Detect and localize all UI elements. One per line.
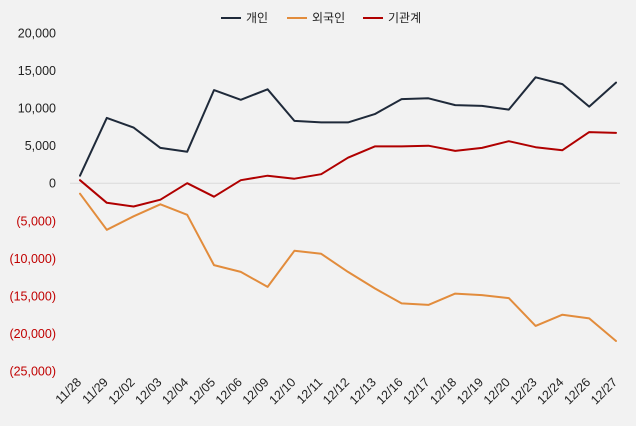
x-tick-label: 12/09 [240,375,272,407]
legend-label-1: 외국인 [312,11,345,25]
x-tick-label: 12/05 [186,375,218,407]
x-tick-label: 12/04 [159,375,191,407]
x-tick-label: 12/20 [481,375,513,407]
x-tick-label: 11/28 [53,375,84,406]
y-tick-label: 15,000 [18,64,56,78]
y-tick-label: (15,000) [9,289,56,303]
y-tick-label: (20,000) [9,327,56,341]
x-tick-label: 12/12 [320,375,352,407]
x-tick-label: 12/06 [213,375,245,407]
x-tick-label: 12/16 [374,375,406,407]
x-tick-label: 12/18 [427,375,459,407]
x-tick-label: 12/17 [401,375,433,407]
x-tick-label: 12/02 [106,375,138,407]
x-tick-label: 12/27 [588,375,620,407]
x-tick-label: 12/23 [508,375,540,407]
x-axis-ticks: 11/2811/2912/0212/0312/0412/0512/0612/09… [53,375,620,407]
legend-label-2: 기관계 [388,11,421,25]
y-tick-label: 20,000 [18,27,56,41]
y-axis-ticks: 20,000 15,000 10,000 5,000 0 (5,000) (10,000) (… [9,27,56,379]
legend: 개인 외국인 기관계 [221,11,421,25]
legend-label-0: 개인 [246,11,268,25]
x-tick-label: 12/13 [347,375,379,407]
x-tick-label: 12/26 [561,375,593,407]
x-tick-label: 12/19 [454,375,486,407]
y-tick-label: 5,000 [25,139,56,153]
y-tick-label: (5,000) [16,214,56,228]
x-tick-label: 12/03 [133,375,165,407]
x-tick-label: 12/24 [535,375,567,407]
y-tick-label: (10,000) [9,252,56,266]
series-lines [79,76,617,342]
y-tick-label: 10,000 [18,102,56,116]
y-tick-label: (25,000) [9,365,56,379]
series-line-0 [79,76,617,177]
series-line-1 [79,192,617,342]
x-tick-label: 12/10 [267,375,299,407]
series-line-2 [79,131,617,208]
y-tick-label: 0 [49,177,56,191]
x-tick-label: 12/11 [294,375,325,406]
x-tick-label: 11/29 [80,375,111,406]
